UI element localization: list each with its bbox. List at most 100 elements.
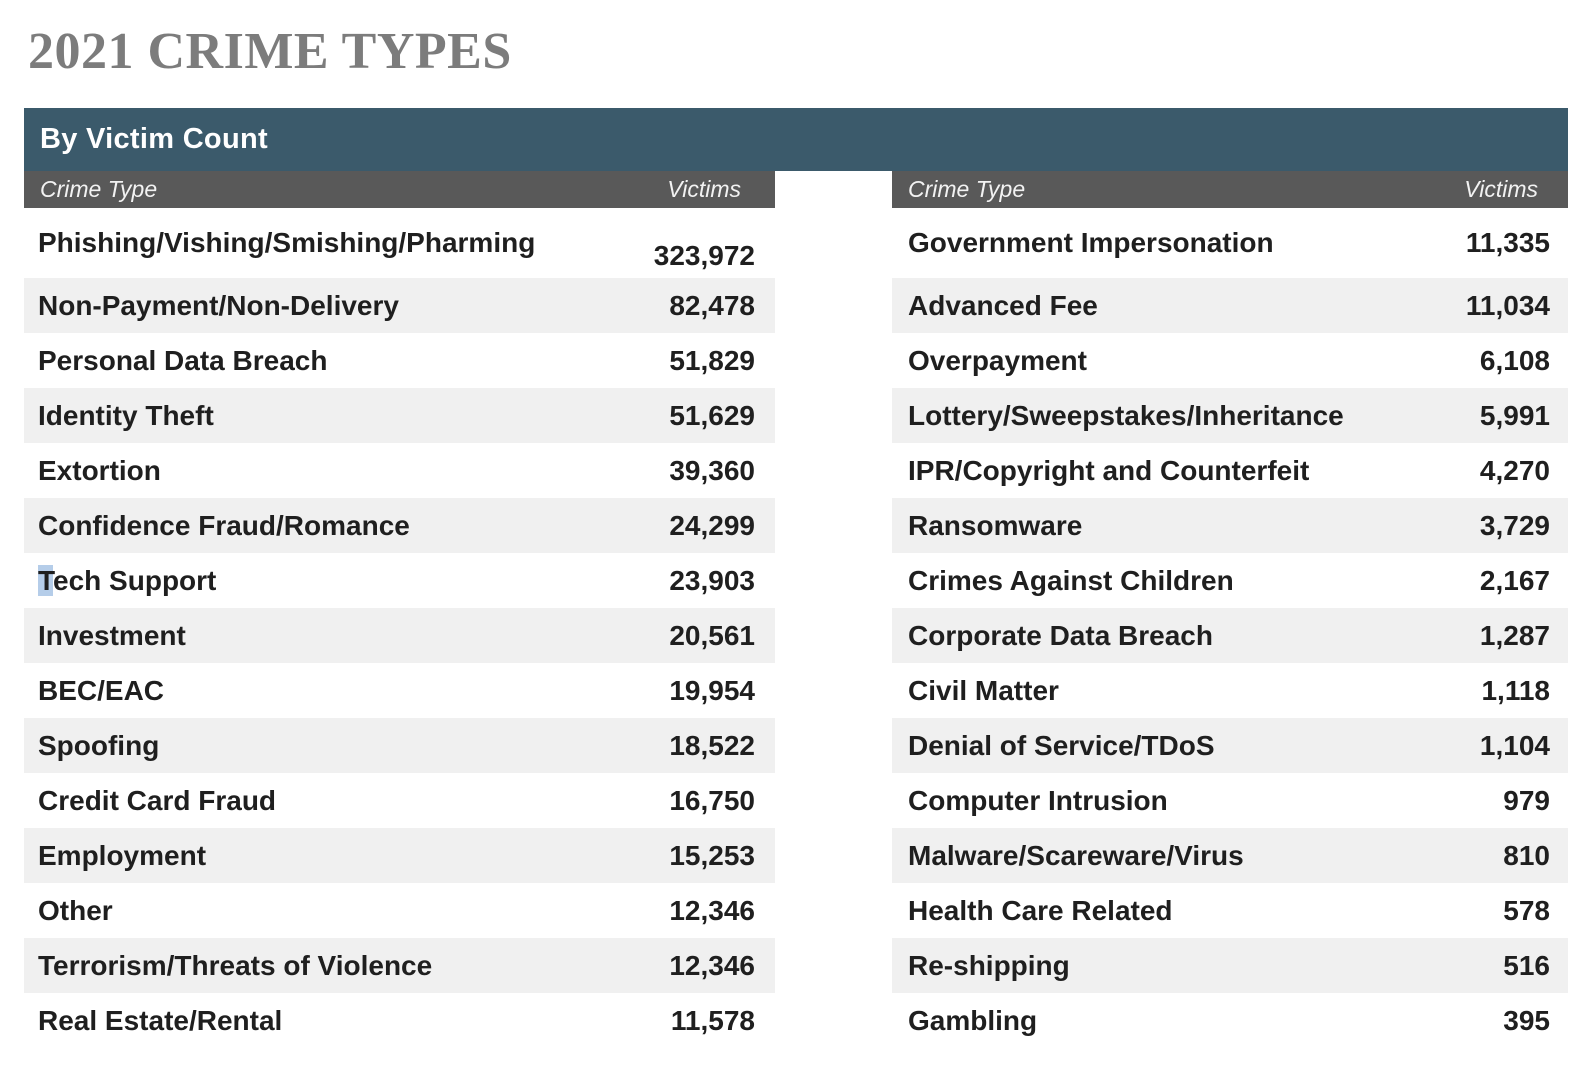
crime-type-label: Lottery/Sweepstakes/Inheritance [908, 399, 1344, 431]
table-header-band: By Victim Count [24, 108, 1568, 171]
crime-row-cell: Phishing/Vishing/Smishing/Pharming 323,97… [24, 208, 775, 278]
victims-value: 979 [1503, 784, 1550, 816]
table-row: Non-Payment/Non-Delivery 82,478 Advanced F… [24, 278, 1568, 333]
victims-value: 16,750 [669, 784, 755, 816]
crime-row-cell: Re-shipping 516 [892, 938, 1568, 993]
table-row: Other 12,346 Health Care Related 578 [24, 883, 1568, 938]
victims-value: 11,335 [1465, 227, 1550, 258]
victims-value: 6,108 [1479, 344, 1550, 376]
crime-row-cell: Personal Data Breach 51,829 [24, 333, 775, 388]
victims-value: 2,167 [1479, 564, 1550, 596]
page-title: 2021 CRIME TYPES [28, 23, 512, 80]
victims-value: 51,629 [669, 399, 755, 431]
table-row: Tech Support 23,903 Crimes Against Childre… [24, 553, 1568, 608]
column-gap [775, 553, 892, 608]
crime-type-label: Health Care Related [908, 894, 1173, 926]
column-gap [775, 828, 892, 883]
crime-type-label: Computer Intrusion [908, 784, 1168, 816]
crime-row-cell: Ransomware 3,729 [892, 498, 1568, 553]
crime-row-cell: Extortion 39,360 [24, 443, 775, 498]
victims-value: 810 [1503, 839, 1550, 871]
table-row: Extortion 39,360 IPR/Copyright and Counter… [24, 443, 1568, 498]
crime-row-cell: Investment 20,561 [24, 608, 775, 663]
crime-row-cell: Identity Theft 51,629 [24, 388, 775, 443]
crime-type-label: Extortion [38, 454, 161, 486]
crime-row-cell: Denial of Service/TDoS 1,104 [892, 718, 1568, 773]
victims-value: 15,253 [669, 839, 755, 871]
crime-row-cell: Government Impersonation 11,335 [892, 208, 1568, 278]
victims-value: 5,991 [1479, 399, 1550, 431]
crime-type-label: Credit Card Fraud [38, 784, 277, 816]
column-gap [775, 883, 892, 938]
crime-row-cell: Terrorism/Threats of Violence 12,346 [24, 938, 775, 993]
victims-value: 51,829 [669, 344, 755, 376]
victims-value: 12,346 [669, 949, 755, 981]
crime-type-label: Denial of Service/TDoS [908, 729, 1215, 761]
victims-value: 39,360 [669, 454, 755, 486]
table-row: Real Estate/Rental 11,578 Gambling 395 [24, 993, 1568, 1048]
victims-value: 323,972 [653, 240, 755, 271]
crime-row-cell: Tech Support 23,903 [24, 553, 775, 608]
crime-type-label: Spoofing [38, 729, 160, 761]
column-gap [775, 608, 892, 663]
crime-type-label: Terrorism/Threats of Violence [38, 949, 433, 981]
table-row: Confidence Fraud/Romance 24,299 Ransomware… [24, 498, 1568, 553]
crime-row-cell: Crimes Against Children 2,167 [892, 553, 1568, 608]
column-gap [775, 171, 892, 208]
crime-type-label: Gambling [908, 1004, 1038, 1036]
column-gap [775, 663, 892, 718]
crime-type-label: Employment [38, 839, 207, 871]
crime-row-cell: Other 12,346 [24, 883, 775, 938]
text-selection-highlight: T [38, 564, 54, 596]
column-gap [775, 993, 892, 1048]
crime-type-label: Civil Matter [908, 674, 1059, 706]
crime-row-cell: Civil Matter 1,118 [892, 663, 1568, 718]
crime-row-cell: Credit Card Fraud 16,750 [24, 773, 775, 828]
crime-type-label: Real Estate/Rental [38, 1004, 283, 1036]
victims-value: 3,729 [1479, 509, 1550, 541]
crime-row-cell: Employment 15,253 [24, 828, 775, 883]
crime-type-label: Malware/Scareware/Virus [908, 839, 1244, 871]
victims-value: 82,478 [669, 289, 755, 321]
crime-type-label: IPR/Copyright and Counterfeit [908, 454, 1310, 486]
table-rows: Phishing/Vishing/Smishing/Pharming 323,97… [24, 208, 1568, 1048]
table-row: BEC/EAC 19,954 Civil Matter 1,118 [24, 663, 1568, 718]
crime-type-label: Personal Data Breach [38, 344, 328, 376]
victims-value: 11,034 [1465, 289, 1550, 321]
crime-type-label: Ransomware [908, 509, 1083, 541]
crime-row-cell: BEC/EAC 19,954 [24, 663, 775, 718]
crime-type-label: Advanced Fee [908, 289, 1098, 321]
crime-type-label: Phishing/Vishing/Smishing/Pharming [38, 227, 536, 258]
crime-type-label: Non-Payment/Non-Delivery [38, 289, 399, 321]
victims-value: 23,903 [669, 564, 755, 596]
crime-type-label-rest: ech Support [53, 564, 217, 596]
table-row: Terrorism/Threats of Violence 12,346 Re-sh… [24, 938, 1568, 993]
crime-type-label: Crimes Against Children [908, 564, 1234, 596]
victim-count-table: By Victim Count Crime Type Victims Crime… [24, 108, 1568, 1048]
victims-value: 1,104 [1479, 729, 1550, 761]
crime-row-cell: Advanced Fee 11,034 [892, 278, 1568, 333]
column-gap [775, 718, 892, 773]
victims-value: 578 [1503, 894, 1550, 926]
column-gap [775, 388, 892, 443]
crime-type-label: Tech Support [38, 564, 217, 597]
crime-type-label: Confidence Fraud/Romance [38, 509, 410, 541]
column-gap [775, 443, 892, 498]
crime-type-label: Overpayment [908, 344, 1087, 376]
victims-value: 20,561 [669, 619, 755, 651]
crime-type-label: Other [38, 894, 113, 926]
crime-row-cell: Computer Intrusion 979 [892, 773, 1568, 828]
crime-row-cell: Confidence Fraud/Romance 24,299 [24, 498, 775, 553]
victims-value: 24,299 [669, 509, 755, 541]
crime-row-cell: Health Care Related 578 [892, 883, 1568, 938]
crime-row-cell: Corporate Data Breach 1,287 [892, 608, 1568, 663]
column-gap [775, 208, 892, 278]
table-row: Credit Card Fraud 16,750 Computer Intrusio… [24, 773, 1568, 828]
victims-value: 18,522 [669, 729, 755, 761]
crime-type-header: Crime Type [908, 176, 1026, 202]
crime-row-cell: Overpayment 6,108 [892, 333, 1568, 388]
crime-type-label: Re-shipping [908, 949, 1070, 981]
column-header-left: Crime Type Victims [24, 171, 775, 208]
column-gap [775, 498, 892, 553]
